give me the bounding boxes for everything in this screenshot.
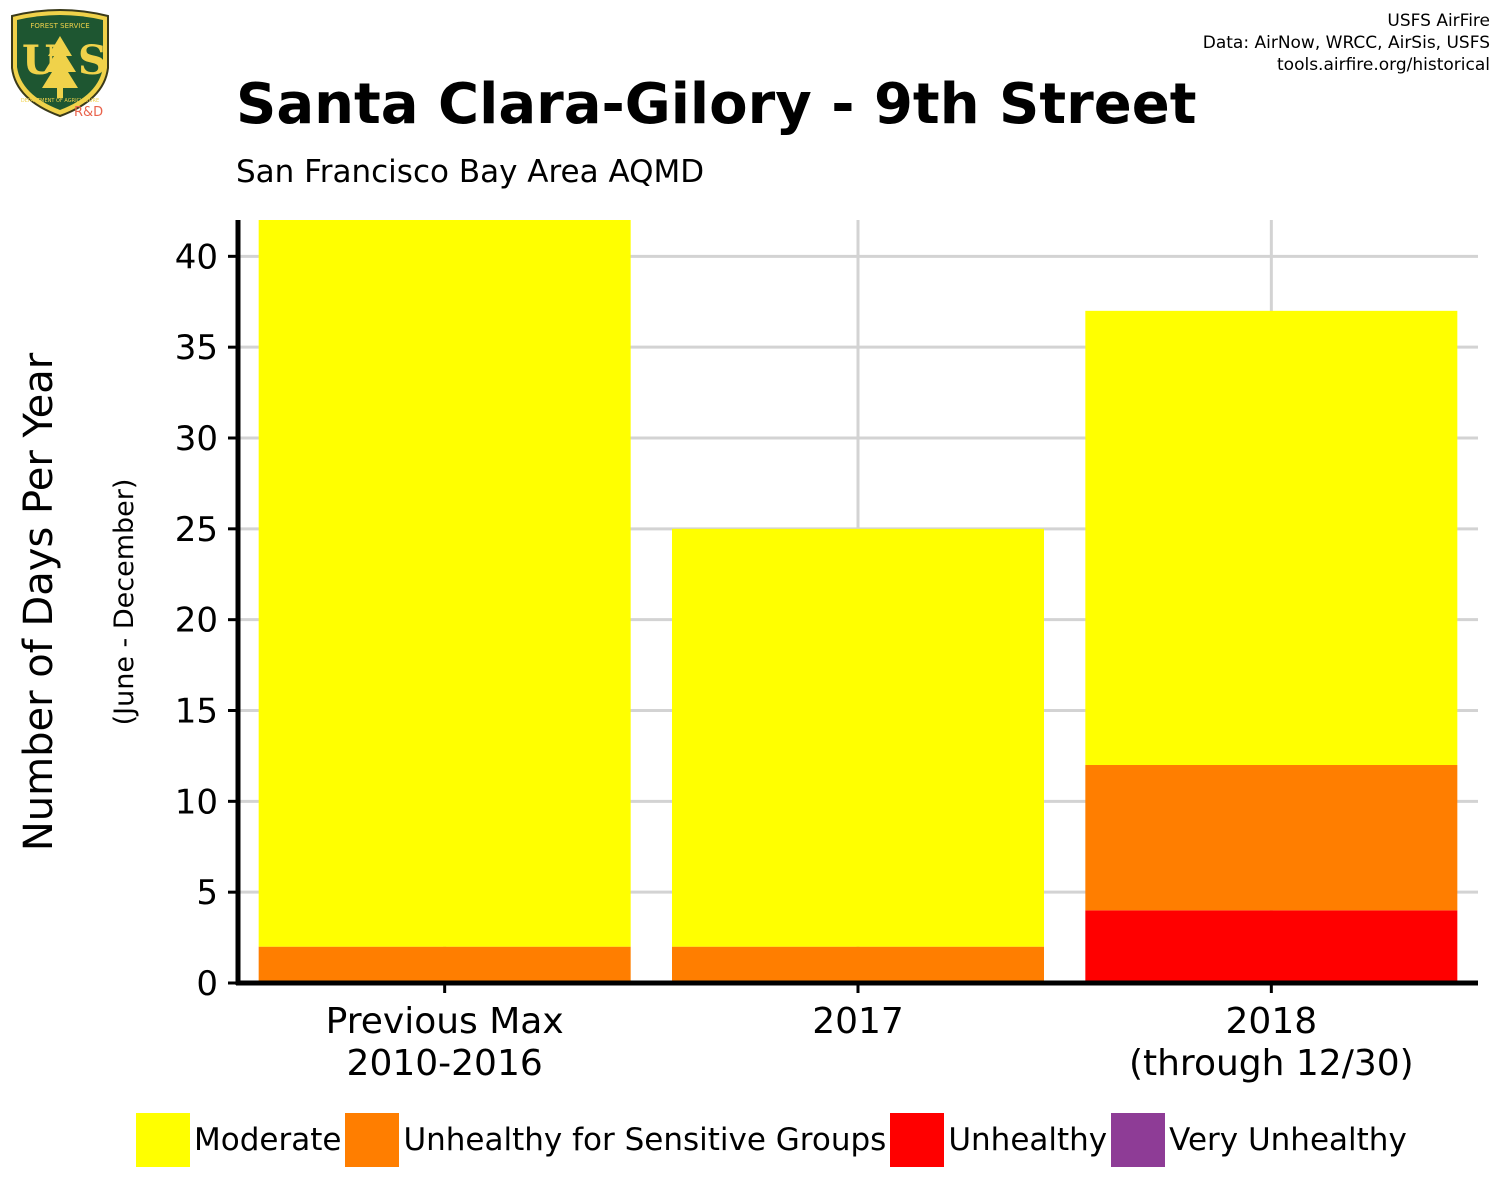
y-tick-label: 10 xyxy=(175,782,218,822)
legend-item-usg: Unhealthy for Sensitive Groups xyxy=(345,1113,886,1167)
y-tick-label: 15 xyxy=(175,692,218,732)
svg-text:FOREST SERVICE: FOREST SERVICE xyxy=(30,22,89,30)
bar-segment xyxy=(1085,310,1458,765)
bar-segment xyxy=(1085,910,1458,983)
y-tick-label: 20 xyxy=(175,601,218,641)
y-tick-label: 25 xyxy=(175,510,218,550)
y-tick-label: 5 xyxy=(196,873,218,913)
bar-segment xyxy=(258,220,631,947)
svg-text:R&D: R&D xyxy=(74,105,103,120)
x-tick-label: (through 12/30) xyxy=(1129,1043,1414,1084)
credits: USFS AirFire Data: AirNow, WRCC, AirSis,… xyxy=(1203,10,1490,76)
legend-swatch xyxy=(345,1113,400,1167)
legend-item-unhealthy: Unhealthy xyxy=(890,1113,1107,1167)
legend: Moderate Unhealthy for Sensitive Groups … xyxy=(136,1112,1411,1168)
y-tick-label: 35 xyxy=(175,328,218,368)
credit-line: tools.airfire.org/historical xyxy=(1277,55,1490,75)
credit-line: USFS AirFire xyxy=(1387,11,1490,31)
x-tick-label: Previous Max xyxy=(326,1001,564,1042)
y-axis-sublabel: (June - December) xyxy=(109,479,140,726)
credit-line: Data: AirNow, WRCC, AirSis, USFS xyxy=(1202,33,1490,53)
forest-service-shield-logo: U S FOREST SERVICE DEPARTMENT OF AGRICUL… xyxy=(11,9,109,120)
chart-subtitle: San Francisco Bay Area AQMD xyxy=(236,154,705,190)
chart-title: Santa Clara-Gilory - 9th Street xyxy=(236,72,1197,137)
legend-label: Unhealthy for Sensitive Groups xyxy=(403,1122,887,1158)
svg-text:DEPARTMENT OF AGRICULTURE: DEPARTMENT OF AGRICULTURE xyxy=(21,98,99,104)
svg-text:S: S xyxy=(78,37,107,84)
x-tick-label: 2018 xyxy=(1226,1001,1318,1042)
legend-label: Very Unhealthy xyxy=(1169,1122,1407,1158)
legend-swatch xyxy=(890,1113,945,1167)
legend-label: Unhealthy xyxy=(948,1122,1108,1158)
y-tick-label: 30 xyxy=(175,419,218,459)
bar-segment xyxy=(672,528,1044,947)
legend-swatch xyxy=(1111,1113,1166,1167)
bar-segment xyxy=(258,946,631,983)
bar-segment xyxy=(1085,765,1458,911)
legend-swatch xyxy=(136,1113,190,1167)
y-tick-label: 40 xyxy=(175,237,218,277)
x-tick-label: 2017 xyxy=(812,1001,904,1042)
bar-segment xyxy=(672,946,1044,983)
legend-item-moderate: Moderate xyxy=(136,1113,341,1167)
y-tick-label: 0 xyxy=(196,964,218,1004)
x-tick-label: 2010-2016 xyxy=(347,1043,543,1084)
y-axis-label: Number of Days Per Year xyxy=(16,352,62,851)
legend-item-very-unhealthy: Very Unhealthy xyxy=(1111,1113,1407,1167)
legend-label: Moderate xyxy=(194,1122,342,1158)
